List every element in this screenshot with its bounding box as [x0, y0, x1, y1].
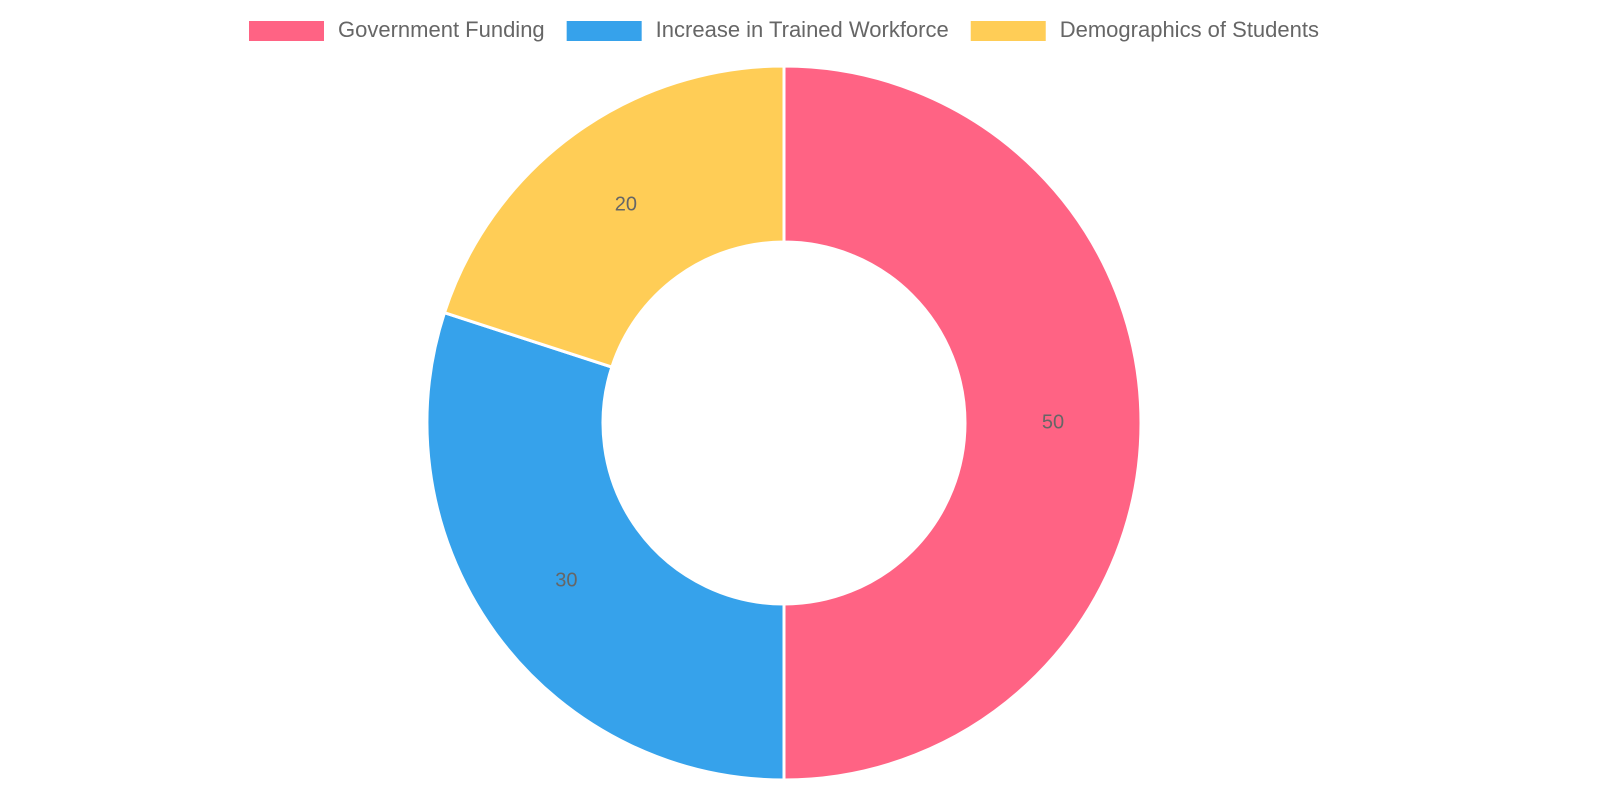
legend: Government Funding Increase in Trained Wo…	[249, 17, 1319, 42]
legend-swatch	[566, 21, 642, 41]
legend-label: Increase in Trained Workforce	[656, 17, 949, 42]
legend-label: Government Funding	[338, 17, 545, 42]
legend-swatch	[249, 21, 324, 41]
legend-swatch	[970, 21, 1046, 41]
segment	[425, 310, 786, 782]
value-label: 20	[615, 194, 637, 216]
segment	[782, 64, 1143, 782]
segment	[442, 64, 786, 369]
value-label: 30	[555, 569, 577, 591]
legend-label: Demographics of Students	[1060, 17, 1319, 42]
value-label: 50	[1042, 411, 1064, 433]
